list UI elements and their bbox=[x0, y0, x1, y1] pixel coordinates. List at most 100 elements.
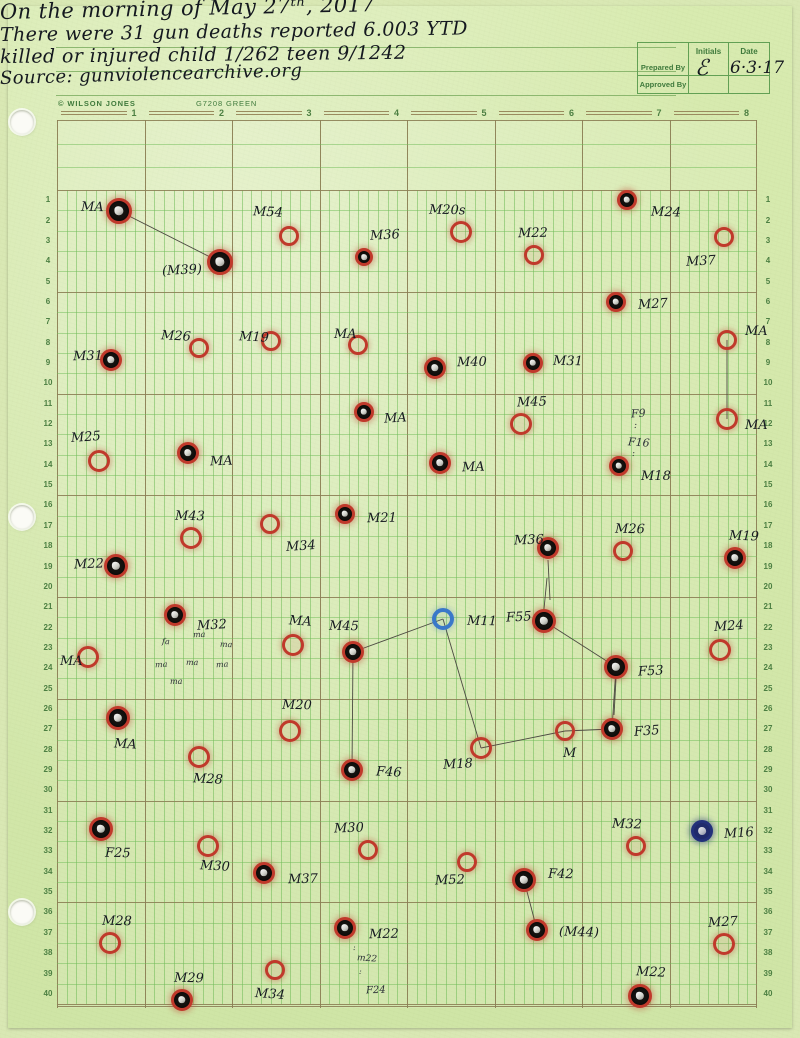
marker-m46[interactable] bbox=[89, 817, 113, 841]
marker-label-m23: M18 bbox=[641, 469, 671, 484]
row-number-10-right: 10 bbox=[763, 378, 773, 388]
marker-m25[interactable] bbox=[260, 514, 280, 534]
marker-label-m09: M27 bbox=[637, 296, 669, 313]
marker-m30[interactable] bbox=[104, 554, 128, 578]
row-number-28-left: 28 bbox=[43, 744, 53, 754]
marker-m33[interactable] bbox=[77, 646, 99, 668]
marker-m34[interactable] bbox=[342, 641, 364, 663]
header-rule-3 bbox=[56, 95, 676, 96]
marker-m40[interactable] bbox=[555, 721, 575, 741]
marker-m06[interactable] bbox=[524, 245, 544, 265]
marker-label-m38: M24 bbox=[713, 617, 745, 636]
marker-label-m05: M20s bbox=[428, 202, 466, 219]
marker-label-m59: M22 bbox=[368, 926, 399, 943]
row-number-5-right: 5 bbox=[765, 276, 771, 286]
marker-m31[interactable] bbox=[164, 604, 186, 626]
row-number-7-right: 7 bbox=[765, 317, 771, 327]
marker-m42[interactable] bbox=[341, 759, 363, 781]
marker-m38[interactable] bbox=[709, 639, 731, 661]
marker-m18[interactable] bbox=[354, 402, 374, 422]
marker-m58[interactable] bbox=[265, 960, 285, 980]
marker-m56[interactable] bbox=[99, 932, 121, 954]
marker-label-m39: F35 bbox=[633, 723, 661, 740]
marker-m48[interactable] bbox=[253, 862, 275, 884]
grid-header-rule bbox=[57, 144, 757, 145]
marker-m47[interactable] bbox=[197, 835, 219, 857]
marker-m05[interactable] bbox=[450, 221, 472, 243]
marker-m20[interactable] bbox=[88, 450, 110, 472]
marker-m13[interactable] bbox=[261, 331, 281, 351]
marker-m29[interactable] bbox=[724, 547, 746, 569]
row-number-9-right: 9 bbox=[765, 358, 771, 367]
marker-label-m30: M22 bbox=[73, 556, 105, 573]
grid-column-divider bbox=[494, 120, 496, 1008]
row-number-22-left: 22 bbox=[43, 622, 53, 632]
marker-m55[interactable] bbox=[713, 933, 735, 955]
marker-m16[interactable] bbox=[523, 353, 543, 373]
row-number-12-left: 12 bbox=[43, 419, 53, 428]
marker-m37[interactable] bbox=[604, 655, 628, 679]
marker-m32[interactable] bbox=[282, 634, 304, 656]
marker-m52[interactable] bbox=[526, 919, 548, 941]
marker-m15[interactable] bbox=[424, 357, 446, 379]
marker-m10[interactable] bbox=[717, 330, 737, 350]
marker-m04[interactable] bbox=[355, 248, 373, 266]
row-number-23-right: 23 bbox=[763, 642, 773, 652]
pbox-prepared-initials-cell[interactable] bbox=[689, 59, 729, 76]
marker-m53[interactable] bbox=[626, 836, 646, 856]
row-number-38-right: 38 bbox=[763, 948, 773, 958]
row-number-37-right: 37 bbox=[763, 927, 773, 937]
marker-m27[interactable] bbox=[537, 537, 559, 559]
row-number-32-right: 32 bbox=[763, 826, 773, 835]
marker-m39[interactable] bbox=[601, 718, 623, 740]
marker-m60[interactable] bbox=[628, 984, 652, 1008]
marker-m45[interactable] bbox=[188, 746, 210, 768]
row-number-14-right: 14 bbox=[763, 459, 773, 469]
marker-m22[interactable] bbox=[429, 452, 451, 474]
marker-m17[interactable] bbox=[100, 349, 122, 371]
grid-column-divider bbox=[57, 120, 58, 1008]
marker-m57[interactable] bbox=[171, 989, 193, 1011]
grid-major-hline bbox=[57, 1004, 757, 1005]
marker-label-m16: M31 bbox=[552, 353, 583, 370]
column-rule bbox=[61, 111, 127, 116]
marker-m59[interactable] bbox=[334, 917, 356, 939]
marker-m07[interactable] bbox=[617, 190, 637, 210]
marker-m43[interactable] bbox=[279, 720, 301, 742]
marker-m24[interactable] bbox=[335, 504, 355, 524]
row-number-34-right: 34 bbox=[763, 866, 773, 876]
marker-m09[interactable] bbox=[606, 292, 626, 312]
grid-fine-hline bbox=[57, 454, 757, 456]
grid-fine-hline bbox=[57, 332, 757, 334]
grid-major-hline bbox=[57, 800, 757, 802]
marker-m54[interactable] bbox=[691, 820, 713, 842]
marker-m44[interactable] bbox=[106, 706, 130, 730]
pbox-prepared-date-cell[interactable] bbox=[729, 59, 769, 76]
marker-m11[interactable] bbox=[716, 408, 738, 430]
marker-m50[interactable] bbox=[457, 852, 477, 872]
marker-m35[interactable] bbox=[432, 608, 454, 630]
marker-m14[interactable] bbox=[348, 335, 368, 355]
marker-m26[interactable] bbox=[180, 527, 202, 549]
marker-m51[interactable] bbox=[512, 868, 536, 892]
marker-m23[interactable] bbox=[609, 456, 629, 476]
marker-m01[interactable] bbox=[106, 198, 132, 224]
grid-fine-hline bbox=[57, 515, 757, 517]
marker-m12[interactable] bbox=[189, 338, 209, 358]
row-number-8-right: 8 bbox=[765, 337, 771, 347]
row-number-37-left: 37 bbox=[43, 927, 53, 937]
marker-m02[interactable] bbox=[207, 249, 233, 275]
column-number-6: 6 bbox=[569, 108, 575, 118]
marker-m19[interactable] bbox=[510, 413, 532, 435]
marker-m49[interactable] bbox=[358, 840, 378, 860]
pbox-date-header: Date bbox=[740, 46, 758, 56]
pbox-approved-initials-cell[interactable] bbox=[689, 76, 729, 93]
marker-m08[interactable] bbox=[714, 227, 734, 247]
marker-m03[interactable] bbox=[279, 226, 299, 246]
marker-m21[interactable] bbox=[177, 442, 199, 464]
marker-m28[interactable] bbox=[613, 541, 633, 561]
marker-m36[interactable] bbox=[532, 609, 556, 633]
pbox-approved-date-cell[interactable] bbox=[729, 76, 769, 93]
marker-m41[interactable] bbox=[470, 737, 492, 759]
